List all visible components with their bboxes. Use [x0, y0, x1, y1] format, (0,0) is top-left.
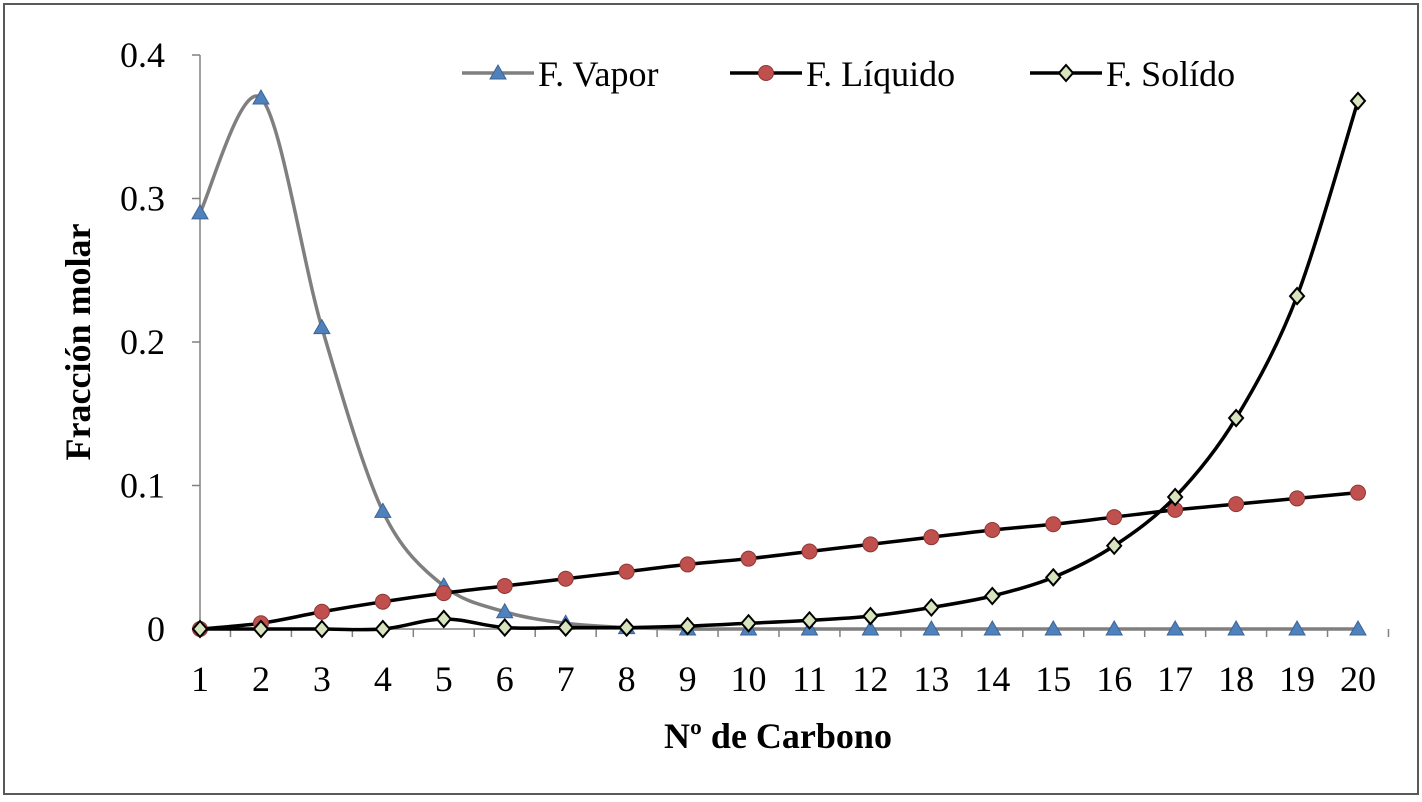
x-tick-label: 20	[1340, 659, 1376, 699]
data-point	[1349, 619, 1367, 636]
data-point	[923, 597, 940, 617]
y-tick-label: 0.4	[120, 35, 165, 75]
data-point	[313, 619, 331, 639]
x-tick-label: 17	[1157, 659, 1193, 699]
data-point	[1227, 408, 1245, 428]
data-point	[435, 585, 452, 602]
data-point	[618, 563, 635, 580]
x-tick-label: 5	[435, 659, 453, 699]
data-point	[496, 618, 514, 638]
y-tick-label: 0.3	[120, 179, 165, 219]
data-point	[373, 502, 392, 518]
data-point	[679, 556, 696, 573]
data-point	[435, 609, 453, 629]
x-tick-label: 15	[1035, 659, 1071, 699]
data-point	[313, 603, 330, 620]
data-point	[801, 610, 818, 630]
x-tick-label: 13	[913, 659, 949, 699]
legend-marker	[758, 65, 774, 81]
data-point	[1288, 286, 1306, 306]
legend-label: F. Vapor	[538, 54, 658, 94]
legend-entry: F. Líquido	[730, 54, 955, 94]
series-3	[191, 91, 1367, 639]
x-axis-title: Nº de Carbono	[664, 716, 892, 756]
data-point	[740, 613, 757, 633]
data-point	[557, 618, 575, 638]
data-point	[1105, 536, 1123, 556]
legend: F. Vapor F. Líquido F. Solído	[462, 54, 1235, 94]
data-point	[1044, 619, 1063, 636]
series-2	[192, 484, 1366, 637]
data-point	[1166, 619, 1185, 636]
data-point	[496, 577, 513, 594]
data-point	[374, 619, 392, 639]
x-tick-label: 12	[852, 659, 888, 699]
chart-frame	[3, 3, 1419, 795]
y-axis-title: Fracción molar	[58, 224, 98, 461]
data-point	[1105, 619, 1124, 636]
data-point	[984, 521, 1001, 538]
legend-label: F. Líquido	[806, 54, 955, 94]
data-point	[923, 529, 940, 546]
x-tick-label: 16	[1096, 659, 1132, 699]
series-line	[198, 94, 1358, 631]
x-tick-label: 10	[731, 659, 767, 699]
data-point	[1045, 516, 1062, 533]
series-line	[200, 100, 1360, 632]
legend-marker	[489, 63, 507, 80]
data-point	[862, 536, 879, 553]
y-tick-label: 0.2	[120, 322, 165, 362]
data-point	[922, 619, 941, 636]
legend-entry: F. Vapor	[462, 54, 658, 94]
data-point	[983, 619, 1002, 636]
x-tick-label: 14	[974, 659, 1010, 699]
data-point	[679, 616, 696, 636]
legend-marker	[1057, 63, 1075, 83]
y-tick-label: 0	[147, 609, 165, 649]
x-tick-label: 19	[1279, 659, 1315, 699]
data-point	[1350, 484, 1366, 501]
x-tick-label: 8	[618, 659, 636, 699]
data-point	[1228, 496, 1245, 513]
x-tick-label: 1	[191, 659, 209, 699]
data-point	[862, 606, 879, 626]
data-point	[557, 570, 574, 587]
data-point	[1349, 91, 1367, 111]
data-point	[983, 586, 1001, 606]
x-tick-label: 6	[496, 659, 514, 699]
y-tick-label: 0.1	[120, 466, 165, 506]
x-tick-label: 3	[313, 659, 331, 699]
x-tick-label: 9	[679, 659, 697, 699]
data-point	[1106, 509, 1123, 526]
data-point	[740, 550, 757, 567]
data-point	[1289, 490, 1306, 507]
data-point	[191, 203, 209, 220]
data-point	[252, 619, 270, 639]
data-point	[495, 602, 514, 619]
data-point	[861, 619, 880, 636]
x-tick-label: 18	[1218, 659, 1254, 699]
axes: 00.10.20.30.41 2 3 4 5 6 7 8 9 10 11 12 13 14 15 16 17 18…	[120, 35, 1390, 699]
data-point	[1227, 619, 1245, 636]
x-tick-label: 7	[557, 659, 575, 699]
legend-entry: F. Solído	[1030, 54, 1235, 94]
data-point	[1166, 487, 1184, 507]
series-layer	[191, 89, 1367, 639]
data-point	[1288, 619, 1306, 636]
x-tick-label: 4	[374, 659, 392, 699]
data-point	[313, 318, 331, 335]
data-point	[1044, 567, 1062, 587]
data-point	[618, 618, 635, 638]
legend-label: F. Solído	[1106, 54, 1235, 94]
data-point	[801, 543, 818, 560]
x-tick-label: 11	[792, 659, 827, 699]
data-point	[374, 593, 391, 610]
data-point	[252, 89, 270, 105]
x-tick-label: 2	[252, 659, 270, 699]
data-point	[191, 619, 209, 639]
